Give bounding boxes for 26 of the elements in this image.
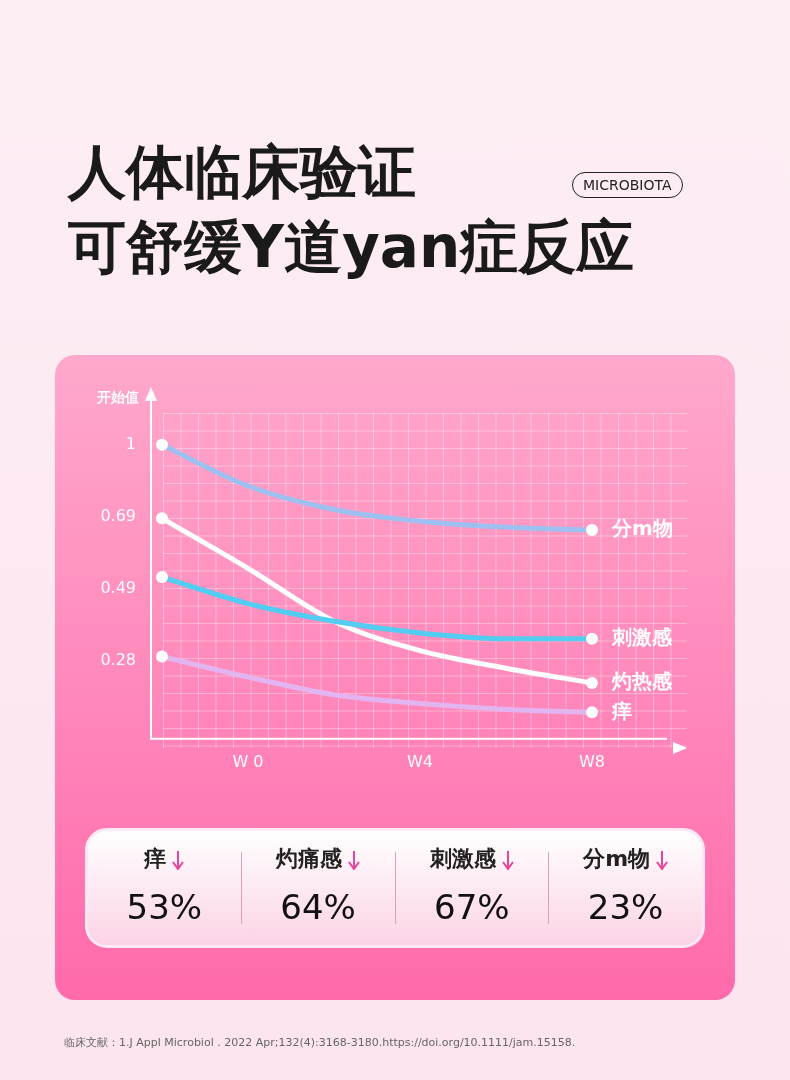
text: 53% — [126, 887, 203, 927]
chart-title: 人体临床验证 — [68, 138, 416, 206]
text: MICROBIOTA — [572, 172, 683, 198]
series-label: 刺激感 — [611, 625, 673, 650]
series-label: 痒 — [611, 698, 632, 723]
point — [586, 676, 598, 689]
text: 64% — [280, 887, 356, 927]
series-label: 分m物 — [611, 516, 673, 541]
category-label: 灼痛感 — [276, 846, 343, 871]
point — [156, 512, 168, 525]
category-label: 痒 — [144, 846, 167, 871]
text: 23% — [587, 887, 664, 927]
chart-subtitle: 可舒缓Y道yan症反应 — [68, 212, 635, 284]
text: 0.49 — [100, 577, 136, 597]
category-label: 刺激感 — [429, 846, 496, 871]
y-axis-title: 开始值 — [96, 388, 139, 405]
category-label: 分m物 — [583, 846, 651, 871]
x-tick-label: W8 — [579, 751, 605, 771]
text: 临床文献：1.J Appl Microbiol . 2022 Apr;132(4):3168-3180.https://doi.org/10.1111/jam.15158. — [64, 1035, 576, 1050]
text: 67% — [434, 887, 510, 927]
text: 0.69 — [100, 505, 136, 525]
text: 0.28 — [100, 649, 136, 669]
text: 1 — [125, 433, 136, 453]
series-label: 灼热感 — [611, 669, 673, 694]
x-tick-label: W 0 — [232, 751, 264, 771]
x-tick-label: W4 — [407, 751, 433, 771]
